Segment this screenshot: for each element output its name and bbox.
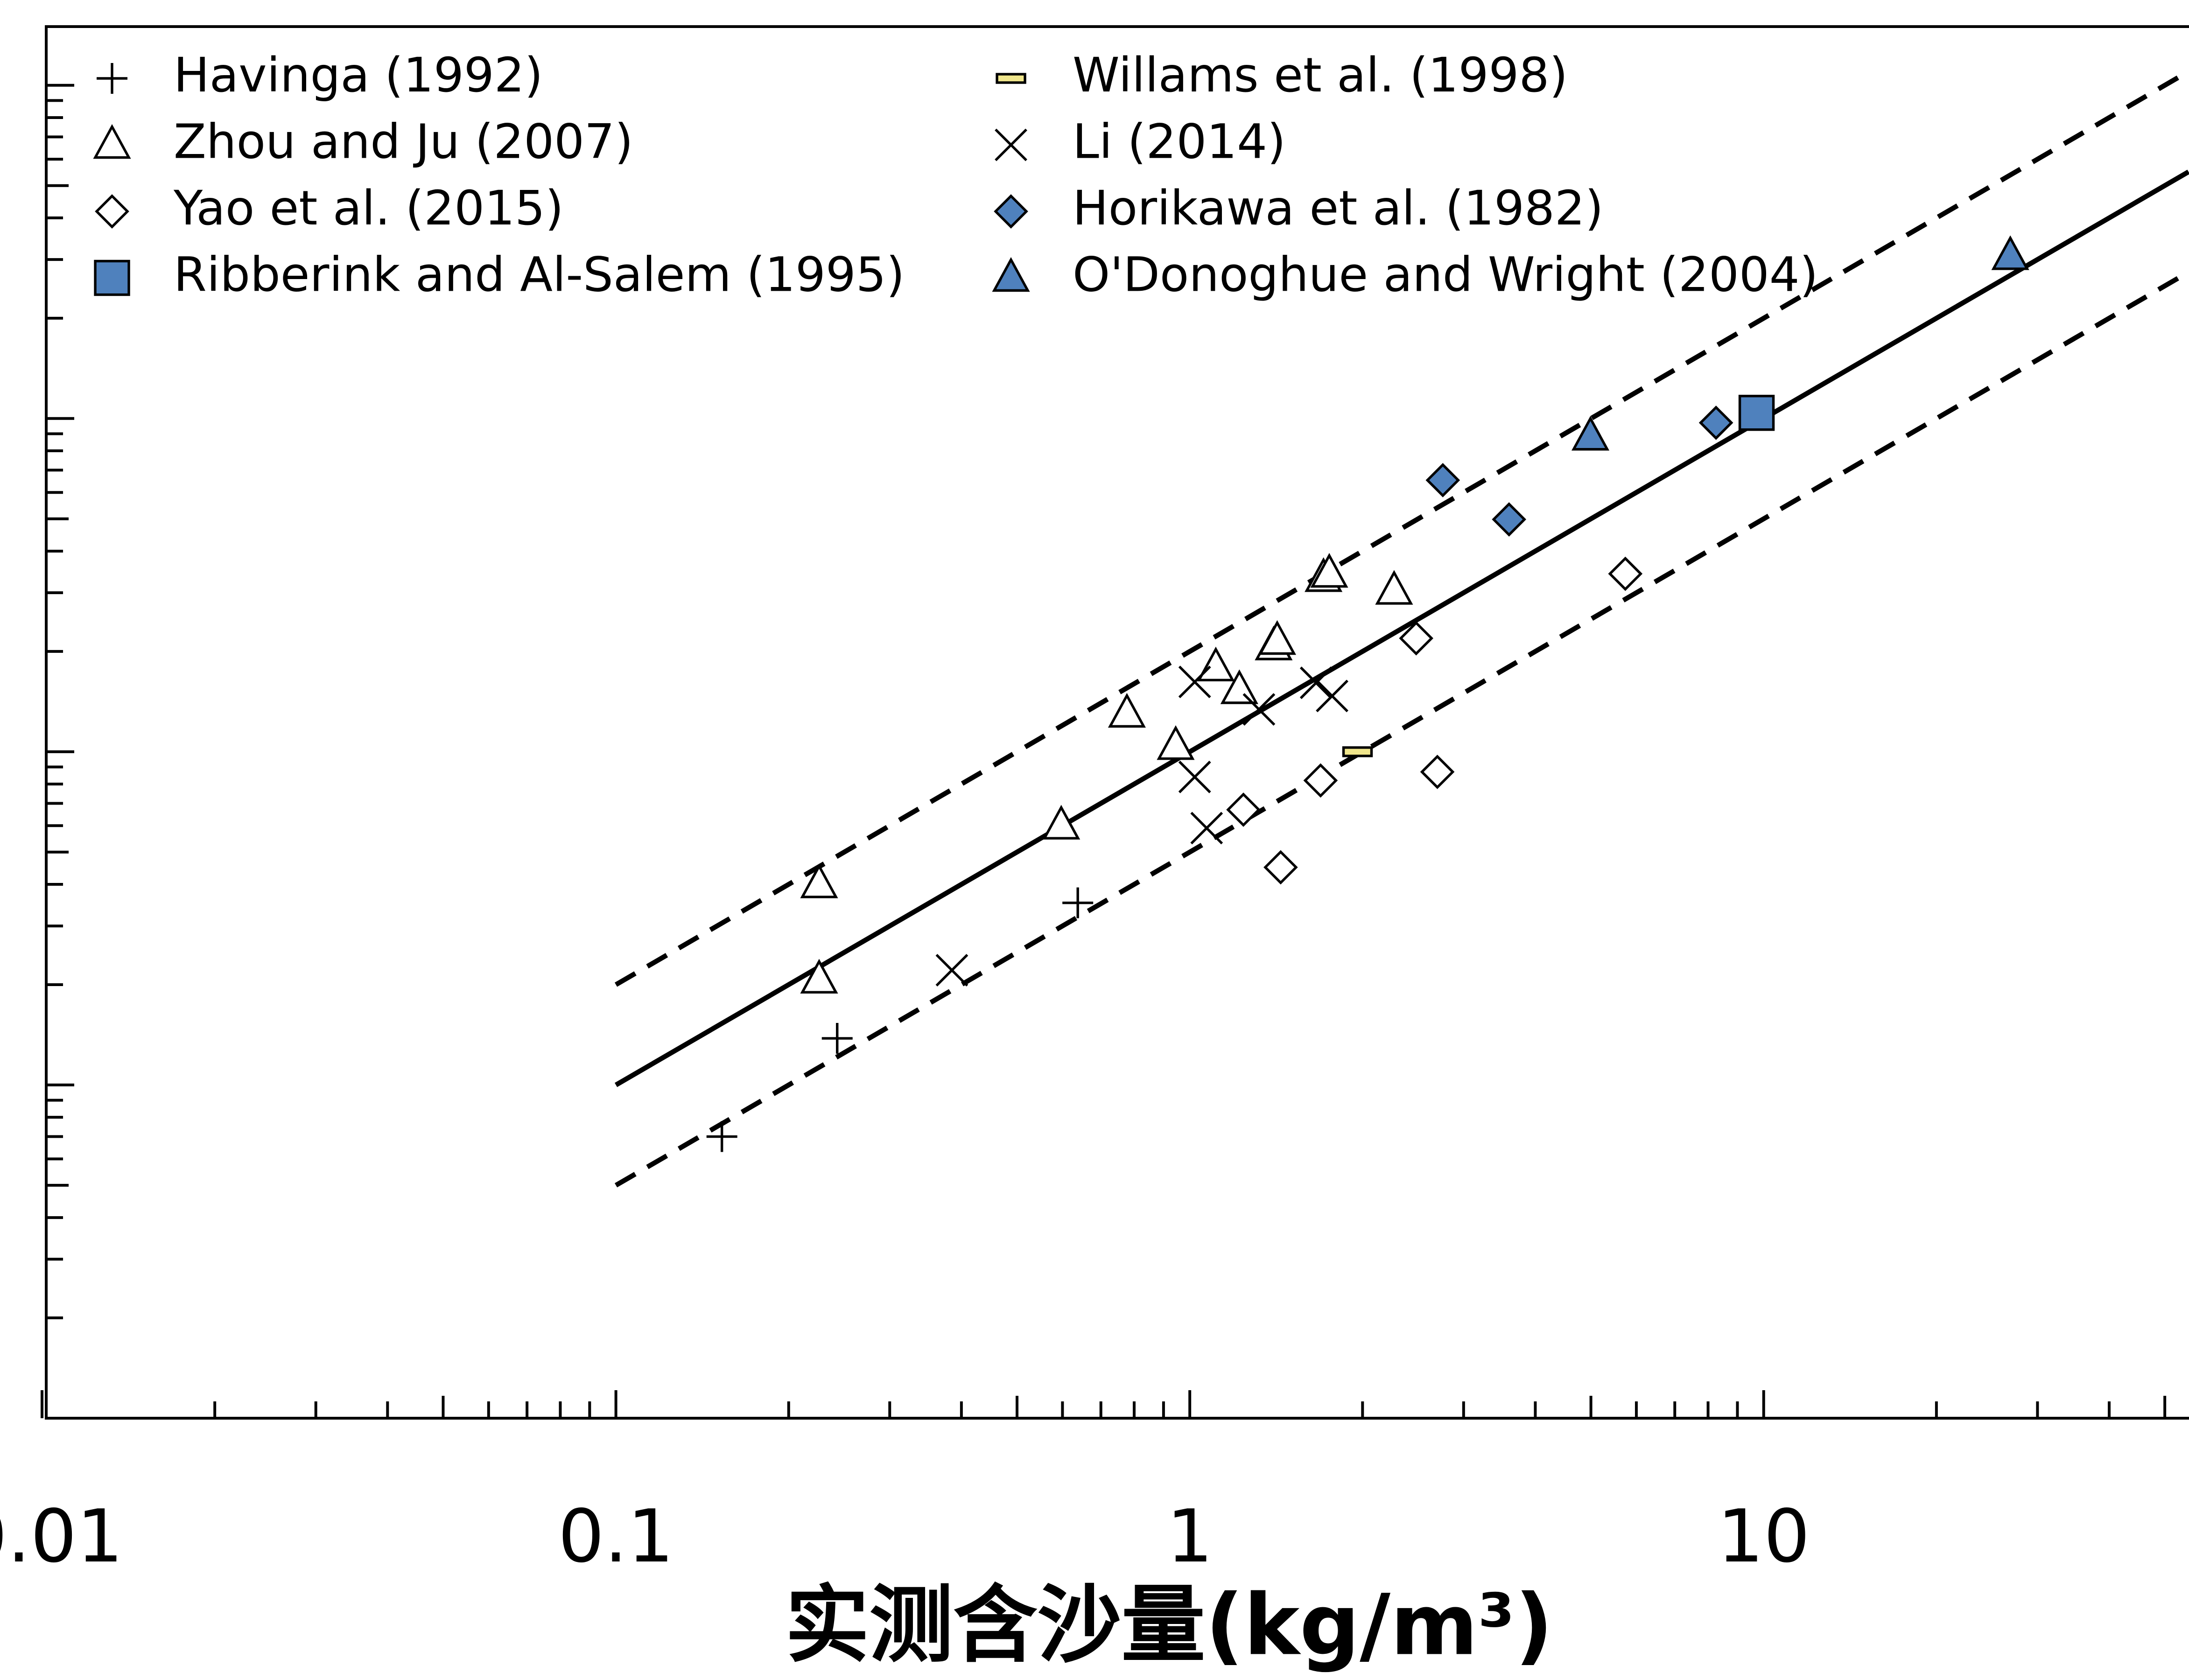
- triangle-marker: [1108, 693, 1146, 728]
- triangle-marker: [1220, 669, 1258, 704]
- x-marker: [1178, 761, 1211, 793]
- legend-label: Horikawa et al. (1982): [1073, 181, 1604, 236]
- dashed-line: [614, 69, 2189, 987]
- legend-label: Zhou and Ju (2007): [174, 114, 633, 169]
- diamond-marker: [994, 194, 1028, 229]
- triangle-marker: [1375, 570, 1413, 605]
- fit-line: [614, 169, 2189, 1087]
- diamond-marker: [1698, 406, 1733, 440]
- x-tick-label: 1: [1167, 1494, 1213, 1579]
- dashed-line: [614, 270, 2189, 1188]
- triangle-marker: [992, 257, 1030, 292]
- plot-frame: [45, 25, 2189, 1420]
- dash-marker: [1342, 746, 1373, 757]
- legend-label: Ribberink and Al-Salem (1995): [174, 247, 905, 302]
- x-marker: [1316, 679, 1348, 713]
- x-marker: [935, 954, 968, 987]
- legend-label: Willams et al. (1998): [1073, 48, 1568, 103]
- triangle-marker: [1042, 805, 1080, 840]
- plus-marker: [97, 63, 128, 94]
- x-marker: [1178, 665, 1211, 699]
- x-tick-label: 10: [1717, 1494, 1810, 1579]
- triangle-marker: [1991, 235, 2029, 270]
- legend-label: Havinga (1992): [174, 48, 543, 103]
- diamond-marker: [1263, 850, 1298, 885]
- dash-marker: [996, 73, 1026, 84]
- x-marker: [1299, 666, 1333, 700]
- triangle-marker: [1157, 725, 1195, 760]
- x-marker: [1242, 693, 1276, 726]
- triangle-marker: [1310, 553, 1348, 588]
- diamond-marker: [95, 194, 129, 229]
- x-marker: [1190, 812, 1223, 845]
- square-marker: [1738, 394, 1775, 431]
- triangle-marker: [1571, 416, 1610, 451]
- diamond-marker: [1399, 621, 1433, 656]
- x-marker: [995, 128, 1027, 161]
- triangle-marker: [800, 863, 838, 898]
- x-tick-label: 0.1: [558, 1494, 674, 1579]
- diamond-marker: [1425, 463, 1460, 497]
- legend-label: Yao et al. (2015): [173, 181, 564, 236]
- x-axis-label: 实测含沙量(kg/m³): [785, 1576, 1553, 1674]
- triangle-marker: [1197, 646, 1235, 682]
- plus-marker: [821, 1023, 853, 1054]
- square-marker: [94, 259, 130, 296]
- triangle-marker: [800, 959, 838, 994]
- legend-label: O'Donoghue and Wright (2004): [1073, 247, 1818, 302]
- diamond-marker: [1303, 763, 1338, 798]
- plus-marker: [706, 1121, 737, 1152]
- diamond-marker: [1226, 792, 1261, 827]
- legend-label: Li (2014): [1073, 114, 1286, 169]
- plus-marker: [1062, 887, 1094, 918]
- x-tick-label: 0.01: [0, 1494, 123, 1579]
- diamond-marker: [1420, 755, 1455, 789]
- diamond-marker: [1608, 556, 1643, 591]
- diamond-marker: [1492, 502, 1526, 537]
- triangle-marker: [1258, 620, 1296, 655]
- triangle-marker: [93, 124, 131, 159]
